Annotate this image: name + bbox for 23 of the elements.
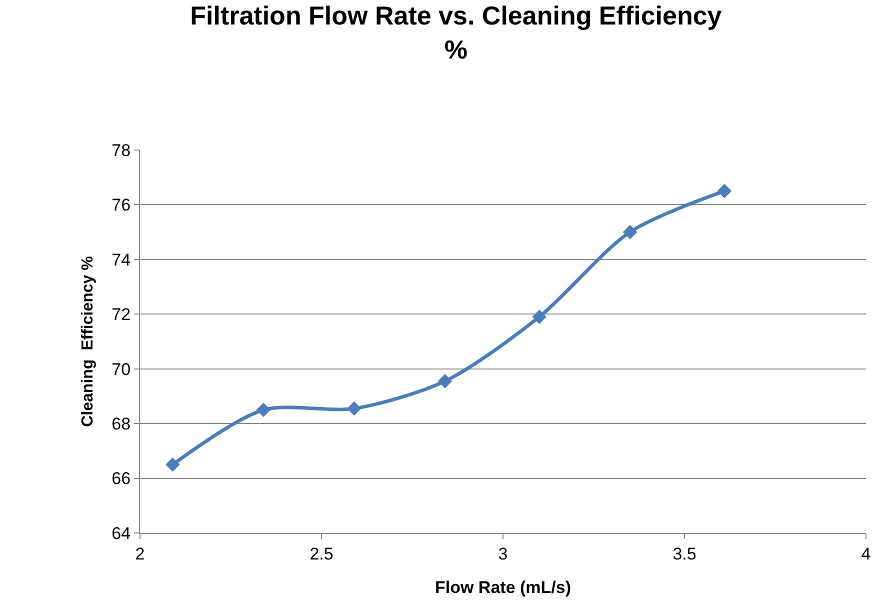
y-tick-label: 68 <box>112 414 131 434</box>
x-tick-label: 3 <box>498 544 508 564</box>
chart-title: Filtration Flow Rate vs. Cleaning Efficiency % <box>190 0 722 64</box>
x-tick-label: 2 <box>135 544 145 564</box>
y-tick-label: 74 <box>112 250 131 270</box>
x-tick-label: 4 <box>861 544 871 564</box>
y-tick-label: 66 <box>112 469 131 488</box>
y-tick-label: 72 <box>112 305 131 324</box>
point <box>166 457 180 472</box>
point <box>622 224 638 240</box>
point <box>717 184 732 198</box>
point <box>438 374 452 388</box>
y-tick-label: 78 <box>112 140 131 160</box>
y-tick-label: 76 <box>112 196 131 215</box>
point <box>256 402 271 418</box>
point <box>532 310 546 324</box>
x-tick-label: 3.5 <box>672 544 696 564</box>
point <box>347 401 362 416</box>
x-tick-label: 2.5 <box>310 544 334 564</box>
y-tick-label: 70 <box>112 360 131 379</box>
y-tick-label: 64 <box>112 524 131 543</box>
x-axis-title: Flow Rate (mL/s) <box>434 578 572 597</box>
y-axis-title: Cleaning Efficiency % <box>80 256 97 427</box>
